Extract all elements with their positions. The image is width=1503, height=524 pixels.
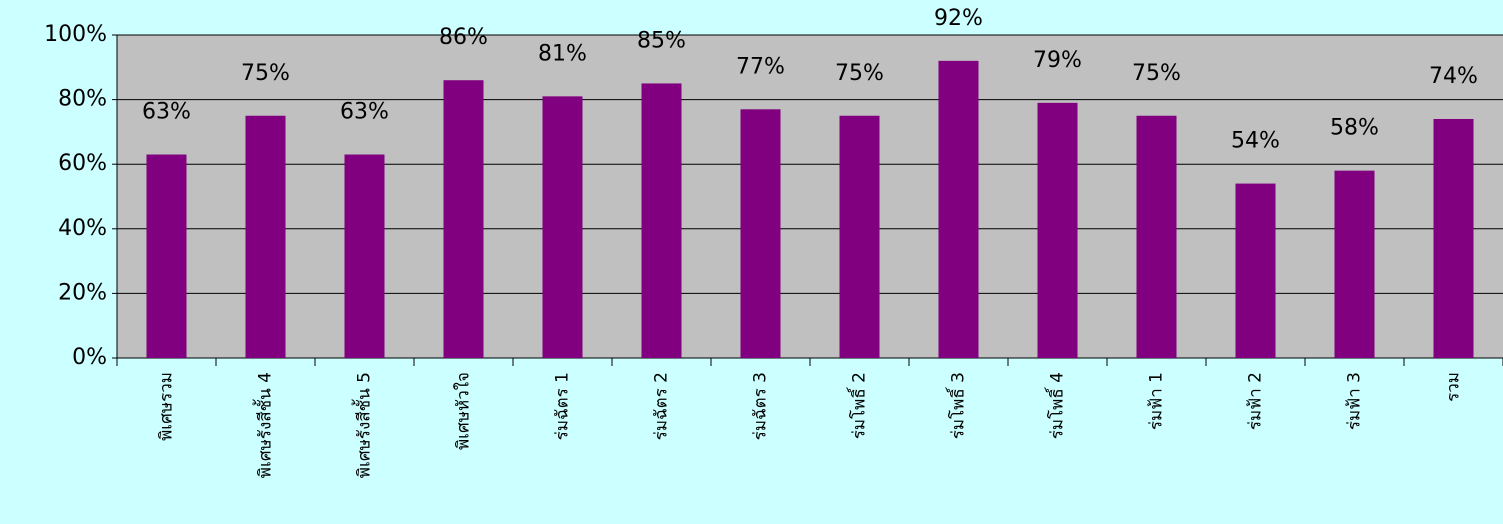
x-tick-label: ร่มโพธิ์ 4 xyxy=(1045,372,1068,439)
bar xyxy=(245,115,286,358)
bar xyxy=(542,96,583,359)
y-tick-label: 20% xyxy=(58,280,107,305)
plot-area xyxy=(117,35,1503,358)
bar xyxy=(1334,170,1375,358)
x-tick-label: พิเศษหัวใจ xyxy=(453,372,474,450)
value-label: 85% xyxy=(637,28,686,53)
value-label: 92% xyxy=(934,6,983,31)
value-label: 75% xyxy=(241,61,290,86)
bar xyxy=(1433,118,1474,358)
y-tick-label: 80% xyxy=(58,87,107,112)
x-tick-label: ร่มโพธิ์ 2 xyxy=(847,372,870,439)
value-label: 81% xyxy=(538,41,587,66)
bar xyxy=(146,154,187,358)
x-tick-label: ร่มฉัตร 2 xyxy=(652,372,672,440)
bar xyxy=(740,109,781,358)
bar xyxy=(443,80,484,358)
x-tick-label: ร่มฟ้า 3 xyxy=(1345,372,1365,430)
y-tick-label: 100% xyxy=(44,22,107,47)
x-tick-label: รวม xyxy=(1444,372,1464,402)
value-label: 74% xyxy=(1429,64,1478,89)
y-tick-label: 40% xyxy=(58,216,107,241)
x-tick-label: พิเศษรังสีชั้น 4 xyxy=(253,372,276,478)
bar xyxy=(344,154,385,358)
value-label: 75% xyxy=(1132,61,1181,86)
bar xyxy=(1235,183,1276,358)
bar xyxy=(938,60,979,359)
x-tick-label: พิเศษรังสีชั้น 5 xyxy=(352,372,375,478)
x-tick-label: ร่มฟ้า 2 xyxy=(1246,372,1266,430)
x-tick-label: ร่มฟ้า 1 xyxy=(1147,372,1167,430)
x-tick-label: ร่มฉัตร 3 xyxy=(751,372,771,440)
x-tick-label: พิเศษรวม xyxy=(157,372,177,441)
bar xyxy=(839,115,880,358)
bar xyxy=(1037,102,1078,358)
value-label: 86% xyxy=(439,25,488,50)
x-tick-label: ร่มฉัตร 1 xyxy=(553,372,573,440)
bar xyxy=(641,83,682,358)
value-label: 54% xyxy=(1231,129,1280,154)
value-label: 63% xyxy=(142,100,191,125)
value-label: 63% xyxy=(340,100,389,125)
value-label: 79% xyxy=(1033,48,1082,73)
y-tick-label: 60% xyxy=(58,151,107,176)
value-label: 58% xyxy=(1330,116,1379,141)
value-label: 77% xyxy=(736,54,785,79)
y-tick-label: 0% xyxy=(72,345,107,370)
x-tick-label: ร่มโพธิ์ 3 xyxy=(946,372,969,439)
bar xyxy=(1136,115,1177,358)
value-label: 75% xyxy=(835,61,884,86)
